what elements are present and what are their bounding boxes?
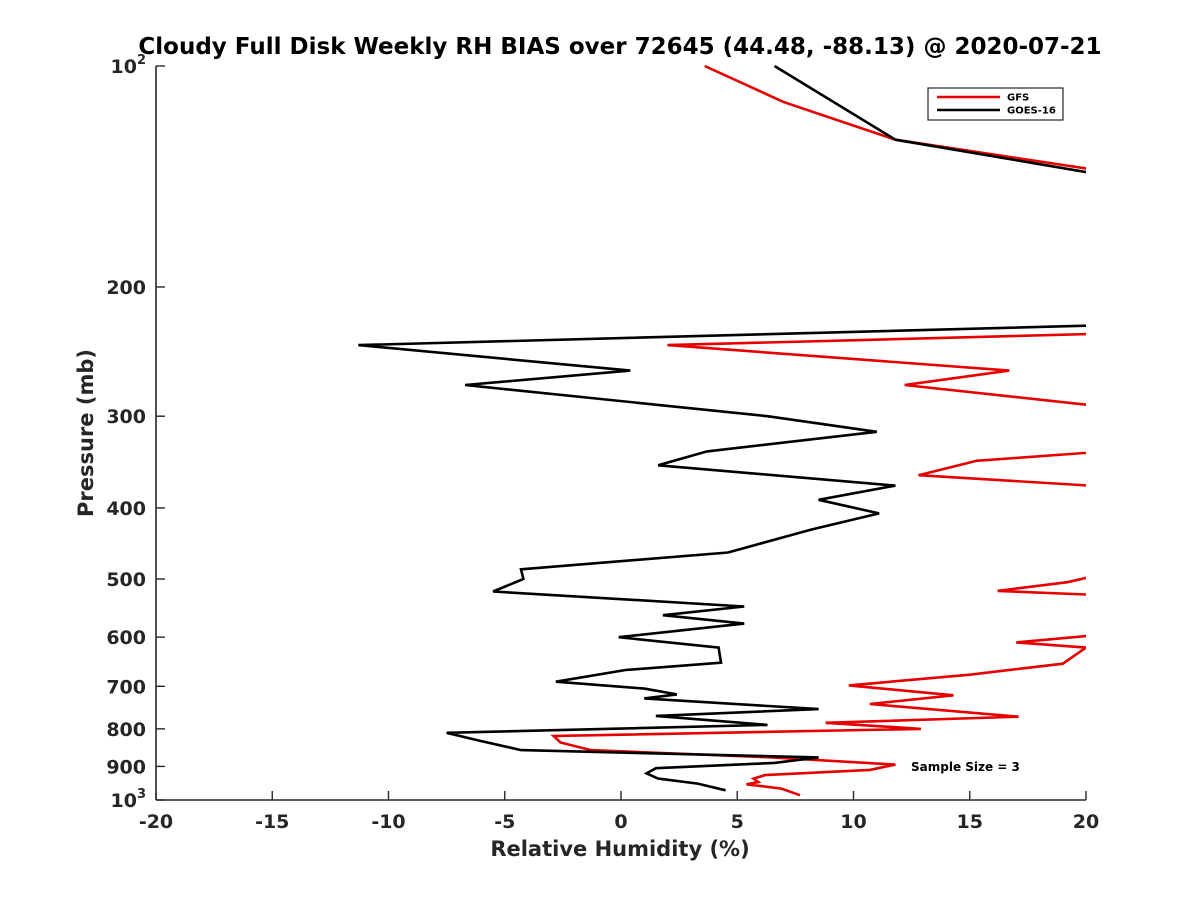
series-line-gfs xyxy=(550,64,1086,797)
x-tick-label: -5 xyxy=(494,811,515,833)
sample-size-annotation: Sample Size = 3 xyxy=(911,760,1020,774)
y-tick-label: 500 xyxy=(106,569,146,591)
y-tick-label: 700 xyxy=(106,676,146,698)
x-tick-label: 5 xyxy=(731,811,744,833)
y-tick-label: 103 xyxy=(111,787,147,812)
x-tick-label: -15 xyxy=(255,811,289,833)
x-axis-label: Relative Humidity (%) xyxy=(490,837,749,861)
x-tick-label: -10 xyxy=(371,811,405,833)
x-tick-label: 10 xyxy=(840,811,866,833)
y-tick-label: 600 xyxy=(106,627,146,649)
legend-entry: GFS xyxy=(1007,93,1029,104)
y-tick-label: 800 xyxy=(106,719,146,741)
legend-entry: GOES-16 xyxy=(1007,106,1056,117)
legend-box xyxy=(927,87,1064,121)
y-axis-ticks: 102 200 300 400 500 600 700 800 900 103 xyxy=(106,53,165,812)
chart-title: Cloudy Full Disk Weekly RH BIAS over 726… xyxy=(138,34,1101,60)
series-group xyxy=(358,64,1086,797)
x-axis-ticks: -20 -15 -10 -5 0 5 10 15 20 xyxy=(139,791,1099,833)
x-tick-label: 20 xyxy=(1073,811,1099,833)
y-tick-label: 400 xyxy=(106,498,146,520)
x-tick-label: 15 xyxy=(957,811,983,833)
y-tick-label: 102 xyxy=(111,53,147,78)
x-tick-label: 0 xyxy=(614,811,627,833)
legend: GFS GOES-16 xyxy=(927,87,1064,121)
y-tick-label: 300 xyxy=(106,406,146,428)
y-axis-label: Pressure (mb) xyxy=(74,349,98,517)
y-tick-label: 200 xyxy=(106,277,146,299)
series-line-goes-16 xyxy=(358,64,1086,792)
x-tick-label: -20 xyxy=(139,811,173,833)
plot-area xyxy=(155,64,1086,801)
y-tick-label: 900 xyxy=(106,756,146,778)
